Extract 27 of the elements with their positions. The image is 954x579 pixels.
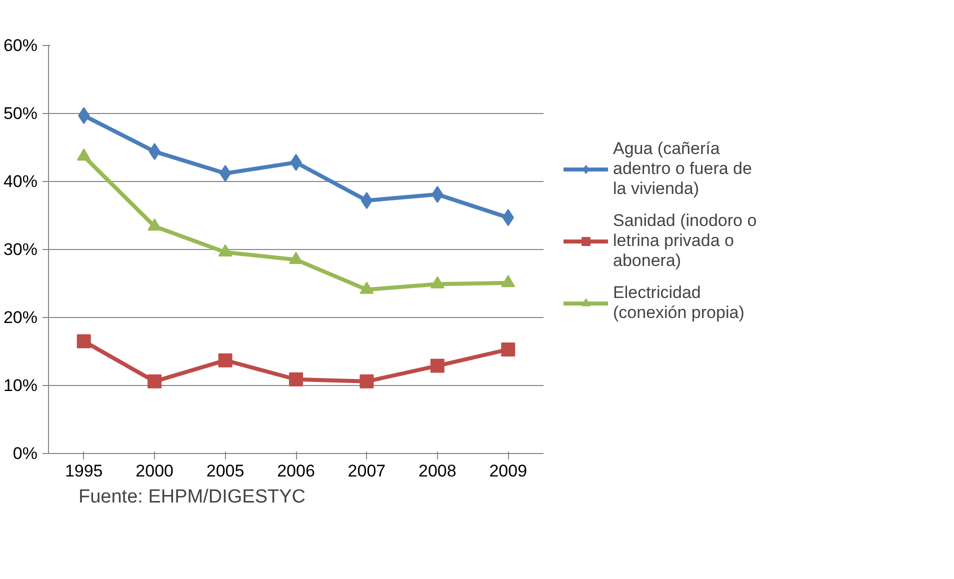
- y-tick-label: 10%: [3, 376, 38, 395]
- point: [218, 353, 232, 368]
- point: [76, 334, 91, 348]
- legend-label: Sanidad (inodoro o letrina privada o abonera): [613, 211, 757, 271]
- x-tick-label: 2006: [277, 462, 315, 480]
- source-note: Fuente: EHPM/DIGESTYC: [78, 486, 306, 508]
- x-tick-label: 1995: [64, 462, 103, 480]
- y-tick-label: 50%: [3, 104, 38, 123]
- point: [219, 164, 232, 182]
- x-tick-label: 2005: [206, 462, 244, 480]
- y-tick-label: 0%: [12, 444, 38, 463]
- x-tick-label: 2007: [348, 462, 386, 480]
- legend-label: Agua (cañería adentro o fuera de la vivienda): [613, 139, 752, 199]
- point: [148, 374, 162, 388]
- y-tick-label: 40%: [3, 172, 38, 191]
- x-tick-label: 2000: [136, 462, 174, 480]
- legend-label: Electricidad (conexión propia): [613, 283, 744, 323]
- x-tick-label: 2008: [418, 462, 456, 480]
- y-tick-label: 30%: [3, 240, 38, 259]
- point: [501, 342, 516, 356]
- y-tick-label: 20%: [3, 308, 38, 327]
- x-tick-label: 2009: [489, 462, 528, 480]
- point: [430, 358, 444, 373]
- point: [360, 374, 374, 388]
- y-tick-label: 60%: [3, 36, 38, 55]
- point: [289, 372, 303, 386]
- point: [360, 192, 373, 210]
